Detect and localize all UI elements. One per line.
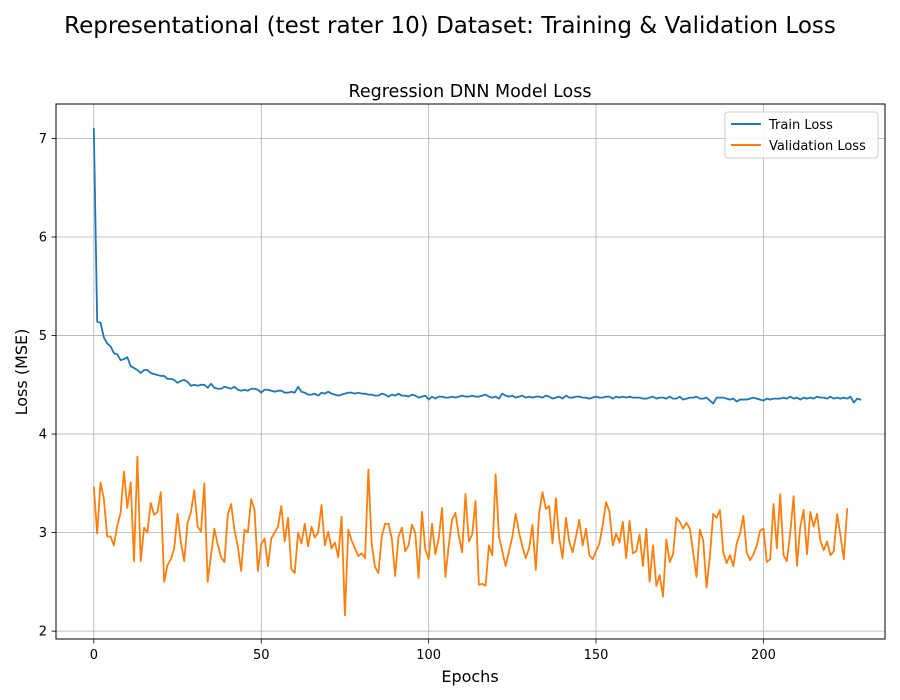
series-lines — [92, 127, 862, 617]
legend: Train Loss Validation Loss — [724, 111, 879, 159]
y-tick-label-3: 3 — [39, 526, 47, 541]
axis-ticks: 0 50 100 150 200 2 3 4 5 6 7 — [39, 132, 776, 663]
grid-lines — [56, 104, 885, 639]
y-tick-label-7: 7 — [39, 132, 47, 147]
x-tick-label-200: 200 — [751, 648, 776, 663]
x-tick-label-0: 0 — [90, 648, 98, 663]
y-axis-label: Loss (MSE) — [12, 329, 31, 416]
y-tick-label-6: 6 — [39, 231, 47, 246]
legend-label-validation-loss: Validation Loss — [769, 139, 866, 154]
plot-frame — [55, 103, 886, 640]
x-tick-label-150: 150 — [584, 648, 609, 663]
x-tick-label-100: 100 — [416, 648, 441, 663]
y-tick-label-2: 2 — [39, 625, 47, 640]
chart-title: Regression DNN Model Loss — [349, 82, 592, 102]
y-tick-label-4: 4 — [39, 428, 47, 443]
figure-suptitle: Representational (test rater 10) Dataset… — [64, 13, 836, 39]
x-axis-label: Epochs — [441, 667, 498, 686]
legend-label-train-loss: Train Loss — [768, 118, 833, 133]
legend-box — [724, 111, 879, 159]
x-tick-label-50: 50 — [253, 648, 270, 663]
series-line-validation-loss — [92, 455, 849, 617]
y-tick-label-5: 5 — [39, 329, 47, 344]
series-line-train-loss — [92, 127, 862, 405]
